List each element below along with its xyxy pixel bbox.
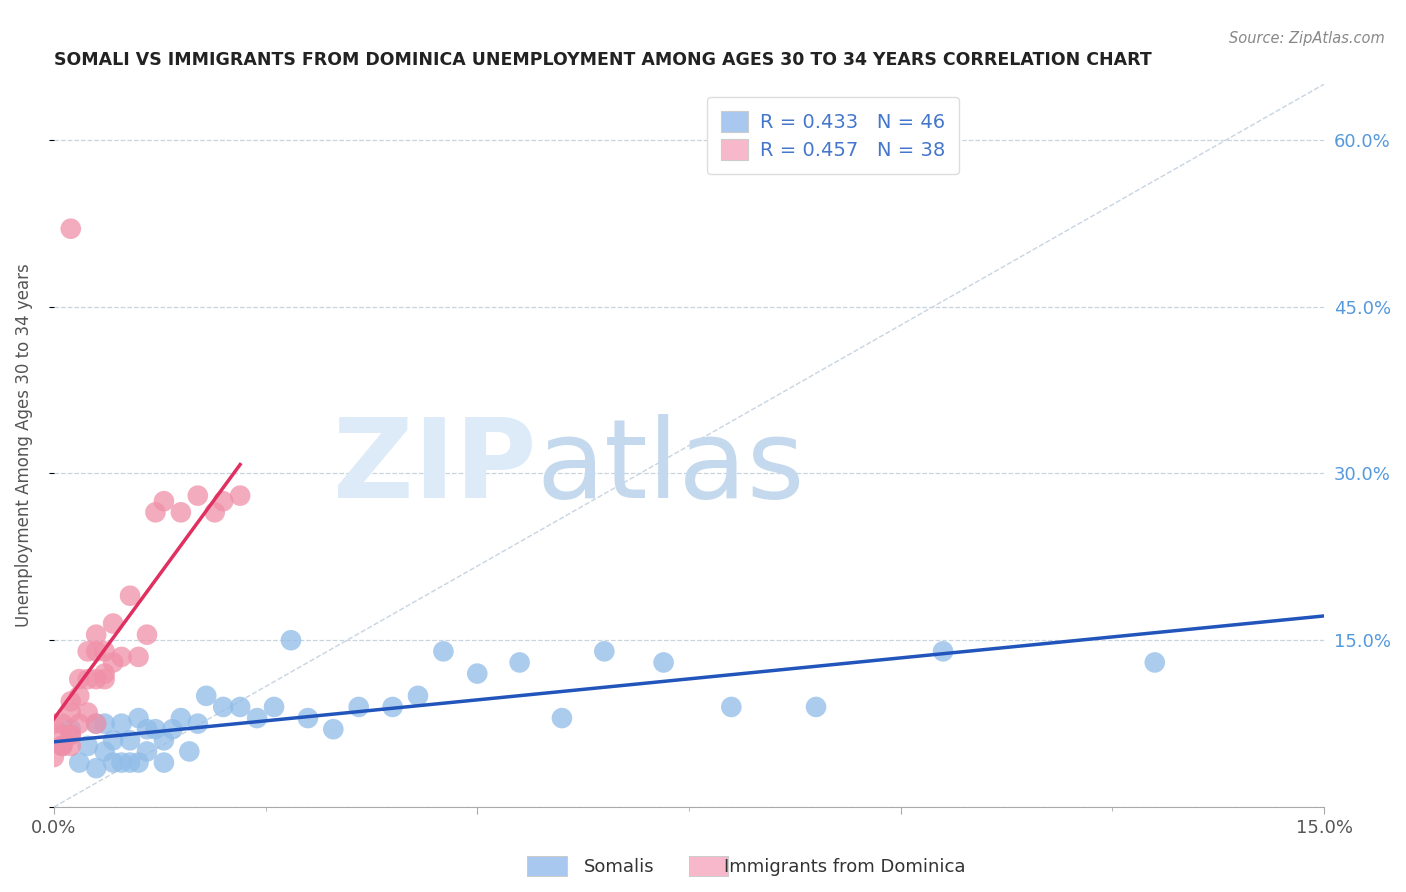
Point (1143, 656, 1166, 670)
Text: Somalis: Somalis (583, 858, 654, 876)
Point (322, 722, 344, 736)
Point (509, 656, 531, 670)
Point (720, 700, 742, 714)
Point (51, 728, 73, 742)
Point (229, 700, 252, 714)
Point (347, 700, 370, 714)
Point (101, 656, 124, 670)
Point (67, 756, 90, 770)
Point (652, 656, 675, 670)
Point (110, 756, 132, 770)
Point (229, 489, 252, 503)
Point (263, 700, 285, 714)
Point (59, 722, 82, 736)
Point (804, 700, 827, 714)
Point (51, 739, 73, 753)
Point (76, 739, 98, 753)
Point (381, 700, 404, 714)
Point (67, 716, 90, 731)
Text: atlas: atlas (537, 414, 806, 521)
Point (110, 649, 132, 664)
Point (432, 644, 454, 658)
Point (93, 716, 115, 731)
Point (153, 733, 176, 747)
Point (59, 728, 82, 742)
Point (170, 711, 193, 725)
Point (84, 672, 107, 686)
Point (195, 689, 218, 703)
Point (145, 722, 167, 736)
Point (59, 221, 82, 235)
Point (280, 633, 302, 648)
Point (187, 716, 209, 731)
Point (118, 756, 141, 770)
Point (93, 744, 115, 758)
Point (145, 505, 167, 519)
Text: Immigrants from Dominica: Immigrants from Dominica (724, 858, 966, 876)
Point (212, 494, 235, 508)
Point (67, 672, 90, 686)
Y-axis label: Unemployment Among Ages 30 to 34 years: Unemployment Among Ages 30 to 34 years (15, 264, 32, 627)
Point (76, 706, 98, 720)
Point (51, 739, 73, 753)
Point (136, 744, 159, 758)
Text: SOMALI VS IMMIGRANTS FROM DOMINICA UNEMPLOYMENT AMONG AGES 30 TO 34 YEARS CORREL: SOMALI VS IMMIGRANTS FROM DOMINICA UNEMP… (53, 51, 1152, 69)
Point (118, 733, 141, 747)
Point (42, 750, 65, 764)
Point (59, 728, 82, 742)
Point (76, 644, 98, 658)
Point (128, 711, 150, 725)
Point (170, 505, 193, 519)
Point (593, 644, 616, 658)
Point (128, 649, 150, 664)
Point (84, 716, 107, 731)
Point (84, 644, 107, 658)
Point (204, 505, 226, 519)
Point (59, 706, 82, 720)
Point (128, 756, 150, 770)
Point (246, 711, 269, 725)
Point (465, 666, 488, 681)
Point (136, 722, 159, 736)
Point (42, 716, 65, 731)
Point (84, 716, 107, 731)
Point (51, 716, 73, 731)
Point (51, 739, 73, 753)
Point (153, 756, 176, 770)
Point (162, 722, 184, 736)
Text: ZIP: ZIP (333, 414, 537, 521)
Point (932, 644, 955, 658)
Point (110, 716, 132, 731)
Point (153, 494, 176, 508)
Point (297, 711, 319, 725)
Point (93, 644, 115, 658)
Point (93, 672, 115, 686)
Point (101, 616, 124, 631)
Point (59, 694, 82, 708)
Point (93, 666, 115, 681)
Point (59, 739, 82, 753)
Point (406, 689, 429, 703)
Point (67, 689, 90, 703)
Legend: R = 0.433   N = 46, R = 0.457   N = 38: R = 0.433 N = 46, R = 0.457 N = 38 (707, 97, 959, 174)
Point (187, 489, 209, 503)
Text: Source: ZipAtlas.com: Source: ZipAtlas.com (1229, 31, 1385, 46)
Point (101, 756, 124, 770)
Point (136, 628, 159, 642)
Point (76, 672, 98, 686)
Point (84, 761, 107, 775)
Point (101, 733, 124, 747)
Point (179, 744, 201, 758)
Point (118, 589, 141, 603)
Point (84, 628, 107, 642)
Point (212, 700, 235, 714)
Point (551, 711, 574, 725)
